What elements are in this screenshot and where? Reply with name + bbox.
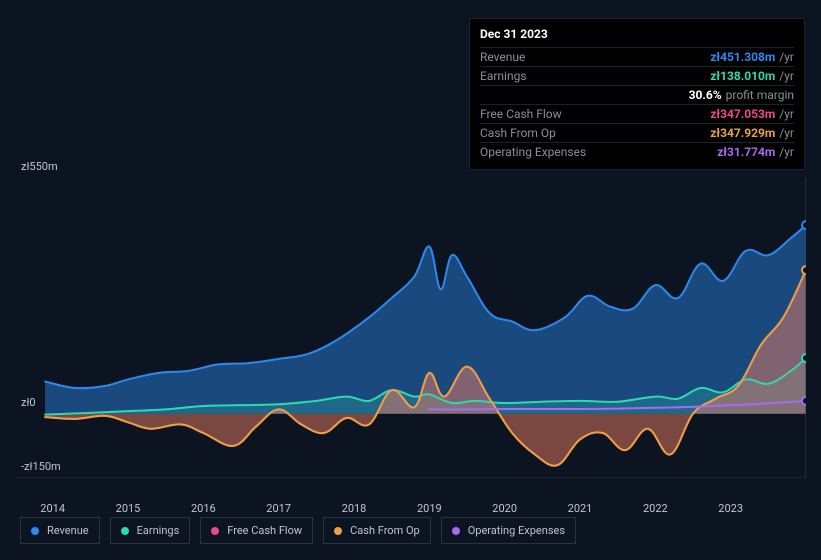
- legend-label: Operating Expenses: [468, 524, 565, 537]
- tooltip-row: Earningszł138.010m/yr: [480, 66, 794, 85]
- tooltip-row-unit: /yr: [779, 145, 794, 159]
- tooltip-row-value: zł347.053m: [710, 107, 775, 121]
- legend-item-revenue[interactable]: Revenue: [20, 517, 100, 544]
- tooltip-row-value: zł451.308m: [710, 50, 775, 64]
- tooltip-row-unit: /yr: [779, 107, 794, 121]
- legend-item-earnings[interactable]: Earnings: [110, 517, 191, 544]
- tooltip-row-label: [480, 88, 689, 102]
- legend-dot-icon: [334, 527, 342, 535]
- legend-label: Earnings: [137, 524, 180, 537]
- legend-dot-icon: [452, 527, 460, 535]
- legend-dot-icon: [31, 527, 39, 535]
- chart-legend: Revenue Earnings Free Cash Flow Cash From O…: [20, 517, 576, 544]
- tooltip-row-label: Revenue: [480, 50, 710, 64]
- legend-dot-icon: [211, 527, 219, 535]
- tooltip-row-value: zł138.010m: [710, 69, 775, 83]
- x-axis-tick: 2021: [568, 502, 593, 515]
- tooltip-row-value: 30.6%: [689, 88, 722, 102]
- tooltip-row-label: Earnings: [480, 69, 710, 83]
- tooltip-row-unit: /yr: [779, 69, 794, 83]
- x-axis-tick: 2016: [191, 502, 216, 515]
- tooltip-row-unit: /yr: [779, 126, 794, 140]
- tooltip-row: Cash From Opzł347.929m/yr: [480, 123, 794, 142]
- x-axis-tick: 2020: [492, 502, 517, 515]
- y-axis-tick: zł0: [21, 396, 36, 409]
- chart-plot-area: zł550mzł0-zł150m: [15, 178, 806, 478]
- x-axis-tick: 2022: [643, 502, 668, 515]
- x-axis-tick: 2015: [116, 502, 141, 515]
- tooltip-row-label: Operating Expenses: [480, 145, 717, 159]
- legend-label: Cash From Op: [350, 524, 420, 537]
- tooltip-row-label: Cash From Op: [480, 126, 710, 140]
- tooltip-row-value: zł347.929m: [710, 126, 775, 140]
- legend-item-operating-expenses[interactable]: Operating Expenses: [441, 517, 576, 544]
- legend-item-cash-from-op[interactable]: Cash From Op: [323, 517, 431, 544]
- tooltip-row-label: Free Cash Flow: [480, 107, 710, 121]
- tooltip-row: Revenuezł451.308m/yr: [480, 47, 794, 66]
- x-axis-tick: 2017: [266, 502, 291, 515]
- legend-label: Revenue: [47, 524, 89, 537]
- tooltip-row: Operating Expenseszł31.774m/yr: [480, 142, 794, 161]
- tooltip-row-unit: profit margin: [726, 88, 794, 102]
- chart-svg: [15, 178, 806, 478]
- y-axis-tick: zł550m: [21, 160, 58, 173]
- legend-item-free-cash-flow[interactable]: Free Cash Flow: [200, 517, 313, 544]
- tooltip-row: Free Cash Flowzł347.053m/yr: [480, 104, 794, 123]
- tooltip-row: 30.6% profit margin: [480, 85, 794, 104]
- x-axis-tick: 2023: [718, 502, 743, 515]
- x-axis-tick: 2018: [342, 502, 367, 515]
- legend-dot-icon: [121, 527, 129, 535]
- x-axis-tick: 2014: [40, 502, 65, 515]
- tooltip-date: Dec 31 2023: [480, 27, 794, 41]
- legend-label: Free Cash Flow: [227, 524, 302, 537]
- x-axis-tick: 2019: [417, 502, 442, 515]
- tooltip-row-value: zł31.774m: [717, 145, 775, 159]
- y-axis-tick: -zł150m: [21, 460, 61, 473]
- data-tooltip: Dec 31 2023 Revenuezł451.308m/yrEarnings…: [469, 18, 805, 170]
- tooltip-row-unit: /yr: [779, 50, 794, 64]
